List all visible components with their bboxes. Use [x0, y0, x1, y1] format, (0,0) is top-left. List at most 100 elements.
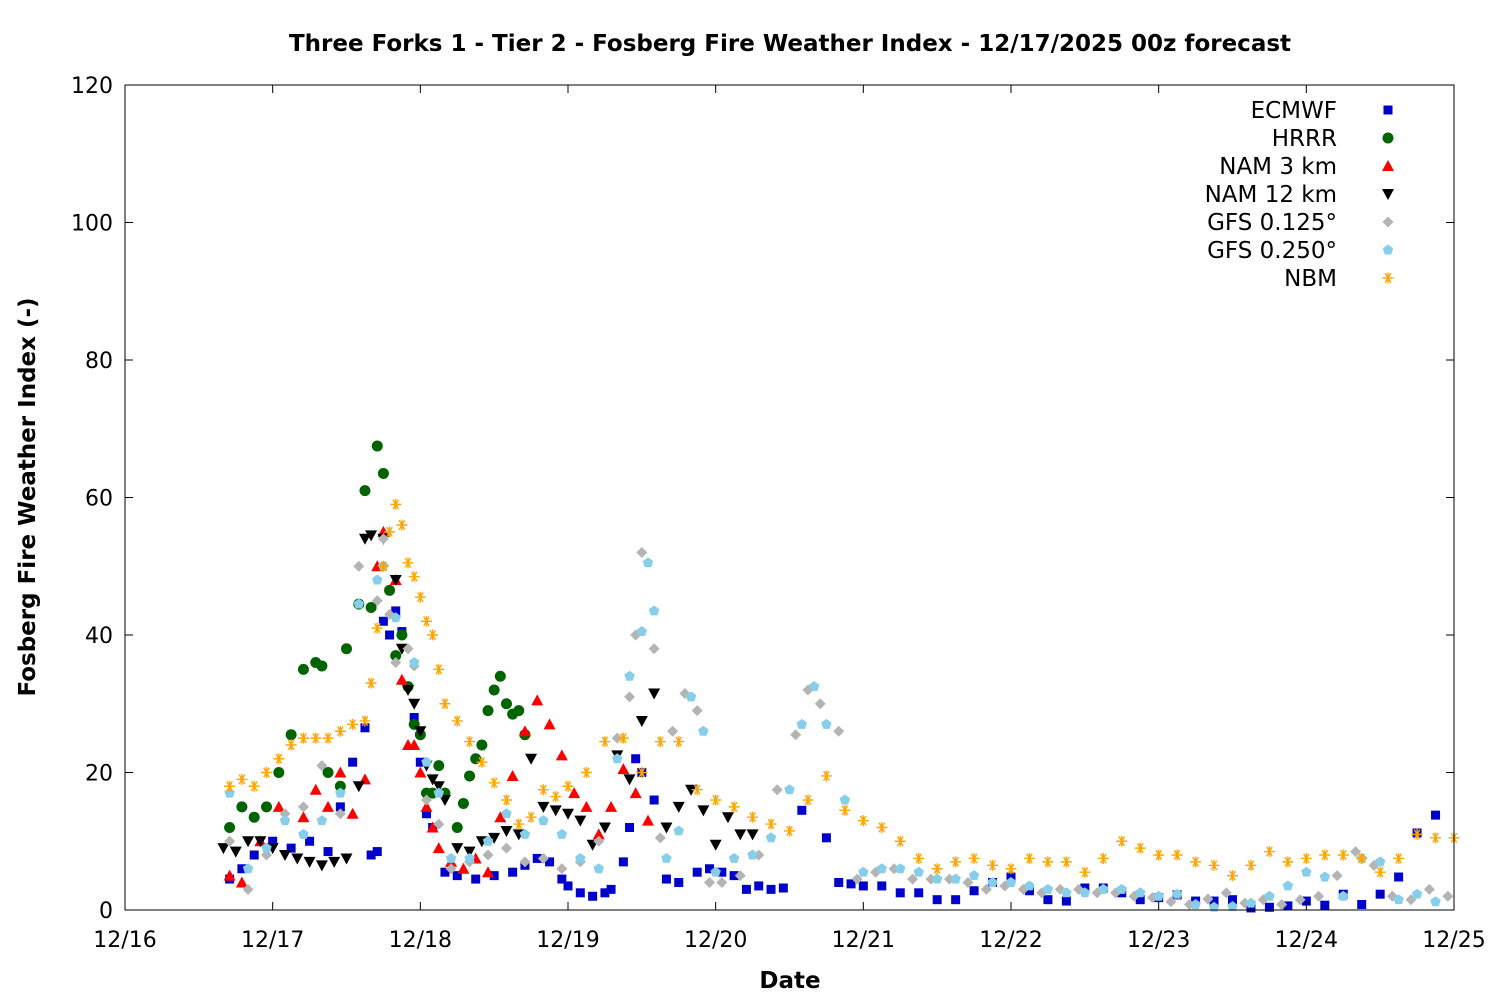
y-tick-label: 80: [85, 349, 113, 374]
legend-marker: [1382, 189, 1394, 200]
data-point: [673, 736, 685, 748]
data-point: [254, 836, 267, 848]
y-tick-label: 40: [85, 624, 113, 649]
data-point: [1043, 895, 1053, 905]
data-point: [457, 862, 470, 874]
data-point: [1024, 880, 1035, 891]
data-point: [649, 795, 659, 805]
data-point: [371, 595, 383, 607]
data-point: [352, 781, 365, 793]
x-axis-label: Date: [759, 968, 820, 994]
data-point: [261, 801, 273, 813]
data-point: [734, 870, 746, 882]
data-point: [641, 814, 654, 826]
data-point: [359, 485, 371, 497]
data-point: [618, 857, 628, 867]
data-point: [834, 878, 844, 887]
data-point: [611, 753, 623, 764]
data-point: [574, 815, 587, 827]
data-point: [494, 670, 506, 682]
data-point: [390, 612, 401, 623]
data-point: [593, 835, 605, 847]
data-point: [396, 519, 408, 531]
data-point: [420, 615, 432, 627]
data-point: [624, 691, 636, 703]
data-point: [685, 784, 698, 796]
data-point: [1209, 896, 1219, 906]
data-point: [741, 884, 751, 894]
data-point: [1337, 849, 1349, 861]
data-point: [378, 616, 388, 626]
legend-label: ECMWF: [1251, 98, 1337, 124]
data-point: [1264, 890, 1275, 901]
data-point: [471, 874, 481, 884]
legend-label: NAM 3 km: [1219, 154, 1337, 180]
data-point: [1190, 899, 1201, 909]
data-point: [894, 835, 906, 847]
data-point: [396, 629, 408, 641]
data-point: [980, 883, 992, 895]
data-point: [1320, 900, 1330, 910]
data-point: [802, 794, 814, 806]
data-point: [631, 754, 641, 764]
data-point: [599, 736, 611, 748]
data-point: [1264, 902, 1274, 912]
data-point: [648, 688, 661, 700]
data-point: [1245, 859, 1257, 871]
data-point: [734, 829, 747, 841]
data-point: [371, 622, 383, 634]
data-point: [598, 822, 611, 834]
data-point: [1134, 887, 1146, 898]
data-point: [914, 888, 924, 898]
data-point: [1276, 899, 1288, 910]
legend-marker: [1383, 105, 1393, 115]
data-point: [1228, 895, 1237, 905]
data-point: [1060, 856, 1072, 868]
data-point: [588, 891, 598, 901]
data-point: [593, 863, 604, 874]
data-point: [1227, 870, 1238, 882]
data-point: [402, 685, 415, 696]
data-point: [1190, 856, 1202, 868]
data-point: [415, 757, 425, 767]
data-point: [747, 849, 758, 860]
data-point: [605, 800, 618, 812]
data-point: [1282, 856, 1294, 868]
data-point: [846, 879, 856, 889]
data-point: [500, 825, 513, 837]
data-point: [710, 866, 721, 877]
data-point: [717, 867, 727, 877]
data-point: [322, 732, 334, 744]
data-point: [1356, 852, 1368, 864]
data-point: [537, 801, 550, 813]
data-point: [395, 673, 408, 685]
data-point: [224, 835, 236, 847]
data-point: [691, 705, 703, 717]
data-point: [545, 857, 555, 867]
data-point: [636, 626, 648, 637]
data-point: [385, 630, 395, 640]
data-point: [623, 774, 636, 786]
data-point: [500, 794, 512, 806]
data-point: [642, 557, 654, 568]
data-point: [611, 732, 623, 744]
data-point: [334, 766, 347, 778]
data-point: [692, 867, 702, 877]
data-point: [568, 787, 581, 799]
data-point: [931, 873, 943, 884]
data-point: [420, 794, 432, 806]
data-point: [298, 828, 309, 839]
data-point: [366, 850, 376, 860]
data-point: [464, 736, 476, 748]
data-point: [1098, 883, 1109, 894]
data-point: [747, 811, 759, 823]
data-point: [334, 780, 346, 792]
data-point: [249, 850, 259, 860]
data-point: [635, 715, 648, 727]
data-point: [895, 888, 905, 898]
data-point: [414, 726, 427, 738]
data-point: [421, 809, 431, 819]
data-point: [821, 833, 831, 843]
data-point: [1220, 887, 1232, 899]
data-point: [876, 863, 888, 874]
